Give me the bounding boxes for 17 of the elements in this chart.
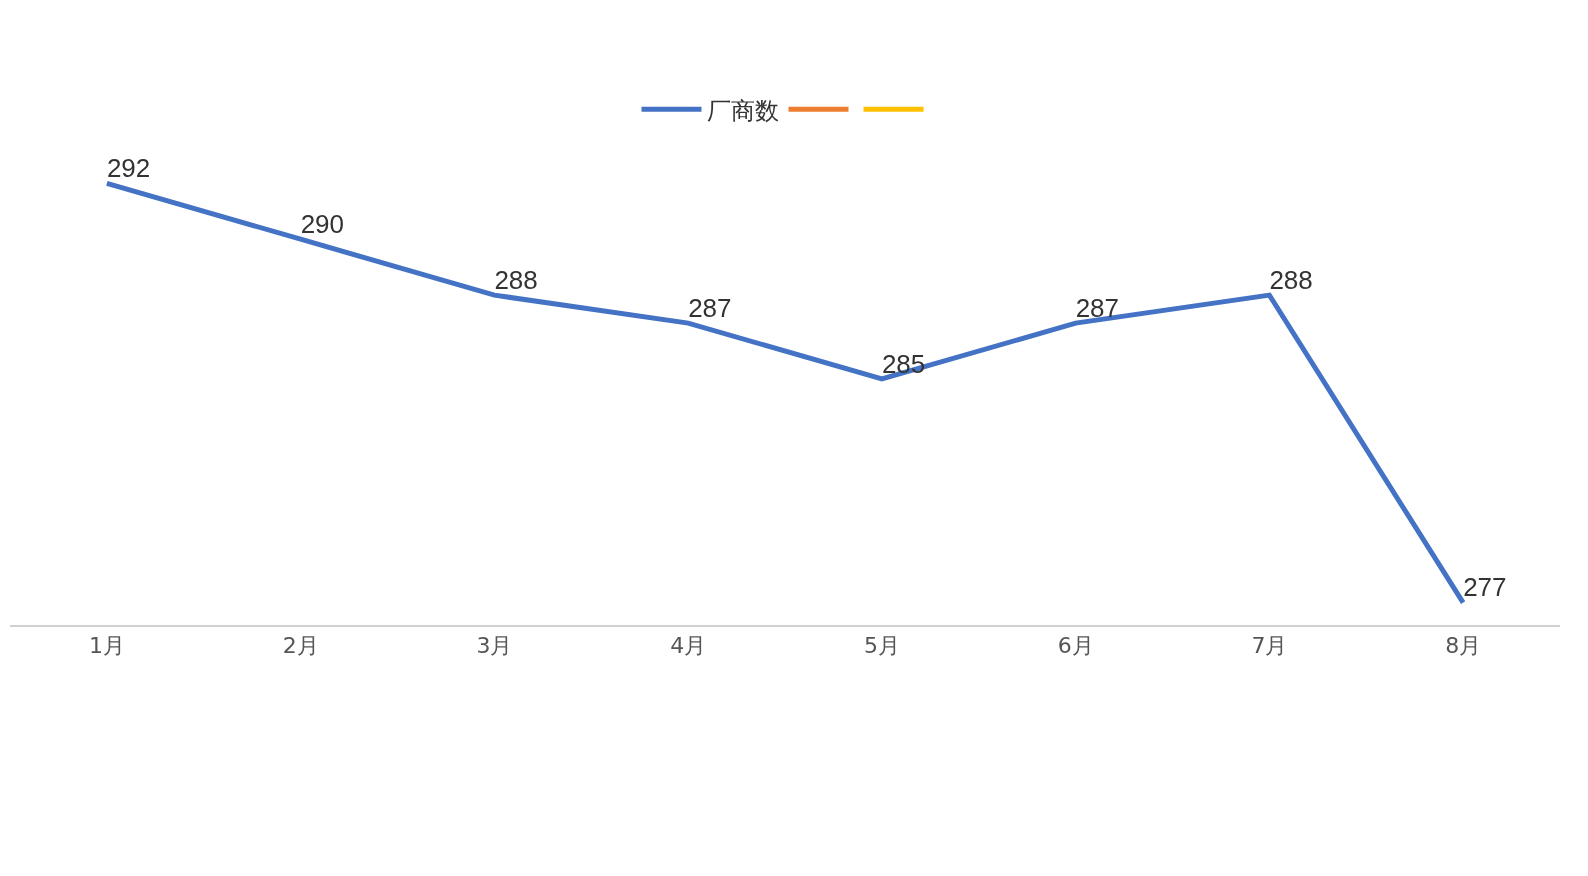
x-tick-label: 6月: [1057, 633, 1094, 659]
data-label: 287: [1075, 292, 1120, 323]
x-tick-label: 1月: [88, 633, 125, 659]
x-tick-label: 3月: [476, 633, 513, 659]
x-tick-label: 5月: [863, 633, 900, 659]
x-tick-label: 4月: [670, 633, 707, 659]
legend-label: 厂商数: [706, 96, 779, 125]
data-label: 285: [881, 348, 926, 379]
data-label: 290: [300, 208, 345, 239]
x-tick-label: 8月: [1445, 633, 1482, 659]
data-label: 292: [106, 152, 151, 183]
data-label: 288: [1269, 264, 1313, 295]
x-tick-label: 2月: [282, 633, 319, 659]
data-label: 288: [494, 264, 538, 295]
data-label: 287: [688, 292, 732, 323]
data-label: 277: [1463, 572, 1507, 603]
x-tick-label: 7月: [1251, 633, 1288, 659]
